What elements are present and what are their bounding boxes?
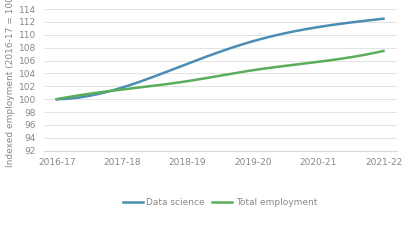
Legend: Data science, Total employment: Data science, Total employment — [119, 195, 321, 211]
Data science — [254, 39, 259, 42]
Line: Data science: Data science — [57, 19, 384, 99]
Total employment — [54, 98, 59, 101]
Data science — [248, 40, 253, 43]
Total employment — [330, 59, 335, 61]
Total employment — [55, 98, 60, 100]
Data science — [351, 21, 355, 24]
Data science — [330, 24, 335, 27]
Data science — [54, 98, 59, 101]
Line: Total employment: Total employment — [57, 51, 384, 99]
Total employment — [249, 69, 254, 72]
Y-axis label: Indexed employment (2016‑17 = 100): Indexed employment (2016‑17 = 100) — [6, 0, 15, 167]
Data science — [381, 17, 386, 20]
Data science — [249, 40, 254, 43]
Data science — [55, 98, 60, 101]
Total employment — [381, 49, 386, 52]
Total employment — [254, 68, 259, 71]
Total employment — [248, 69, 253, 72]
Total employment — [351, 55, 355, 58]
